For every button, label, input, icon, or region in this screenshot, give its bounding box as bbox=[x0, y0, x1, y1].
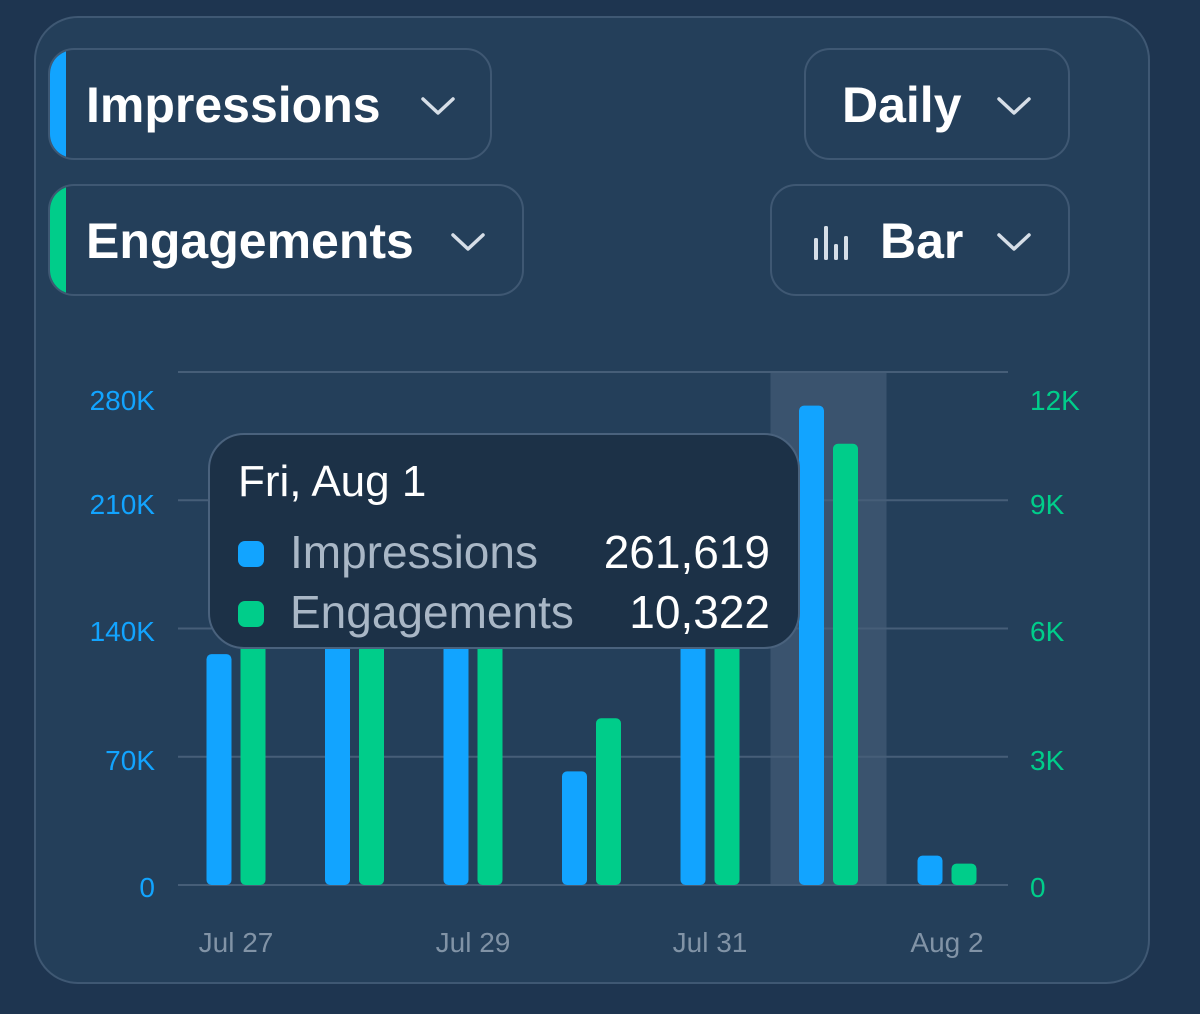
y-right-tick-label: 9K bbox=[1030, 489, 1065, 520]
metric-select-impressions[interactable]: Impressions bbox=[48, 48, 492, 160]
impressions-bar bbox=[325, 613, 350, 885]
engagements-bar bbox=[359, 619, 384, 885]
x-tick-label: Jul 31 bbox=[673, 927, 748, 958]
x-tick-label: Jul 27 bbox=[199, 927, 274, 958]
tooltip-series-value: 261,619 bbox=[603, 526, 770, 578]
metric-select-label: Impressions bbox=[86, 77, 381, 133]
y-left-tick-label: 0 bbox=[139, 872, 155, 903]
chevron-down-icon bbox=[997, 97, 1031, 115]
y-left-tick-label: 140K bbox=[90, 616, 156, 647]
impressions-accent bbox=[50, 50, 66, 158]
engagements-bar bbox=[714, 624, 740, 885]
y-right-tick-label: 12K bbox=[1030, 385, 1080, 416]
bar-chart-icon bbox=[814, 226, 848, 260]
y-left-tick-label: 280K bbox=[90, 385, 156, 416]
y-left-tick-label: 70K bbox=[105, 745, 155, 776]
y-right-tick-label: 0 bbox=[1030, 872, 1046, 903]
engagements-bar bbox=[596, 718, 621, 885]
engagements-bar bbox=[951, 863, 977, 885]
impressions-bar bbox=[917, 855, 943, 885]
chevron-down-icon bbox=[421, 97, 455, 115]
engagements-bar bbox=[833, 443, 858, 885]
chart-tooltip: Fri, Aug 1 Impressions 261,619 Engagemen… bbox=[208, 433, 800, 649]
engagements-bar bbox=[240, 619, 266, 885]
engagements-bar bbox=[477, 619, 503, 885]
tooltip-date: Fri, Aug 1 bbox=[238, 457, 427, 506]
impressions-bar bbox=[443, 619, 469, 885]
impressions-bar bbox=[562, 771, 587, 885]
tooltip-row-engagements: Engagements 10,322 bbox=[238, 585, 770, 641]
x-tick-label: Jul 29 bbox=[436, 927, 511, 958]
interval-select[interactable]: Daily bbox=[804, 48, 1070, 160]
chevron-down-icon bbox=[997, 233, 1031, 251]
tooltip-series-value: 10,322 bbox=[629, 586, 770, 638]
impressions-bar bbox=[799, 405, 824, 885]
y-left-tick-label: 210K bbox=[90, 489, 156, 520]
impressions-legend-dot bbox=[238, 541, 264, 567]
tooltip-row-impressions: Impressions 261,619 bbox=[238, 525, 770, 581]
metric-select-label: Engagements bbox=[86, 213, 414, 269]
y-right-tick-label: 6K bbox=[1030, 616, 1065, 647]
engagements-legend-dot bbox=[238, 601, 264, 627]
tooltip-series-name: Engagements bbox=[290, 586, 574, 638]
chevron-down-icon bbox=[451, 233, 485, 251]
chart-type-label: Bar bbox=[880, 213, 964, 269]
metric-select-engagements[interactable]: Engagements bbox=[48, 184, 524, 296]
y-right-tick-label: 3K bbox=[1030, 745, 1065, 776]
tooltip-series-name: Impressions bbox=[290, 526, 538, 578]
impressions-bar bbox=[680, 623, 706, 885]
interval-select-label: Daily bbox=[842, 77, 962, 133]
impressions-bar bbox=[206, 654, 232, 885]
engagements-accent bbox=[50, 186, 66, 294]
x-tick-label: Aug 2 bbox=[910, 927, 983, 958]
chart-type-select[interactable]: Bar bbox=[770, 184, 1070, 296]
